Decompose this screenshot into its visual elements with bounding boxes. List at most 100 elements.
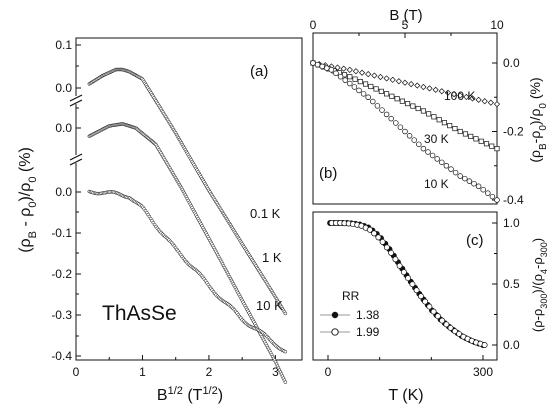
- data-point-b-10k: [310, 60, 316, 66]
- data-point-b-30k: [352, 76, 358, 82]
- data-point-b-100k: [469, 95, 476, 102]
- data-point-b-30k: [347, 74, 353, 80]
- data-point-b-10k: [448, 166, 454, 172]
- data-point-b-30k: [405, 101, 411, 107]
- data-point-c-rr-1-99: [388, 249, 395, 256]
- data-point-b-10k: [402, 128, 408, 135]
- data-point-c-rr-1-99: [392, 256, 399, 263]
- x-tick-label: 1: [139, 365, 146, 379]
- panel-a-series: [87, 67, 288, 384]
- data-point-b-100k: [389, 76, 396, 83]
- data-point-b-100k: [414, 82, 421, 89]
- data-point-c-rr-1-99: [434, 313, 441, 320]
- y-tick-label: -0.4: [51, 349, 72, 363]
- data-point-b-30k: [494, 146, 500, 152]
- data-point-b-30k: [431, 114, 437, 120]
- data-point-a-1k: [283, 380, 288, 384]
- data-point-b-10k: [397, 124, 404, 130]
- panel-a-y-ticks: 0.1 0.0 0.0 0.0 -0.1 -0.2 -0.3 -0.4: [51, 38, 81, 363]
- data-point-b-10k: [360, 91, 367, 97]
- panel-c-x-axis-label: T (K): [388, 387, 423, 404]
- data-point-b-10k: [328, 67, 335, 73]
- data-point-b-100k: [420, 83, 427, 91]
- data-point-b-10k: [383, 111, 390, 118]
- data-point-b-10k: [365, 94, 371, 100]
- panel-a-x-ticks: 0 1 2 3: [73, 355, 279, 379]
- data-point-b-10k: [480, 186, 486, 193]
- series-label-100k: 100 K: [444, 89, 475, 103]
- data-point-b-30k: [394, 96, 400, 102]
- data-point-b-10k: [485, 190, 491, 196]
- panel-c-frame: [312, 211, 498, 361]
- c-x-tick-label: 0: [325, 365, 332, 379]
- data-point-b-100k: [444, 89, 452, 96]
- data-point-b-100k: [426, 85, 433, 92]
- data-point-b-100k: [450, 91, 458, 98]
- data-point-b-10k: [347, 80, 353, 87]
- data-point-b-10k: [434, 156, 440, 162]
- b-y-tick-label: -0.2: [503, 125, 524, 139]
- data-point-c-rr-1-99: [379, 238, 386, 245]
- legend-label-2: 1.99: [356, 325, 380, 339]
- data-point-b-30k: [441, 120, 447, 126]
- data-point-b-10k: [429, 152, 436, 159]
- data-point-c-rr-1-99: [481, 342, 488, 348]
- data-point-b-100k: [475, 96, 482, 103]
- data-point-b-10k: [393, 120, 399, 126]
- c-y-tick-label: 1.0: [503, 216, 520, 230]
- data-point-a-0.1k: [283, 311, 288, 316]
- data-point-c-rr-1-99: [409, 281, 416, 288]
- c-y-tick-label: 0.5: [503, 277, 520, 291]
- b-x-tick-label: 5: [402, 18, 409, 32]
- legend-marker-filled: [331, 311, 339, 319]
- data-point-b-30k: [378, 88, 384, 94]
- x-tick-label: 0: [73, 365, 80, 379]
- data-point-b-100k: [365, 71, 372, 78]
- legend-label-1: 1.38: [356, 308, 380, 322]
- data-point-b-30k: [436, 117, 442, 123]
- data-point-b-10k: [489, 193, 496, 200]
- data-point-b-100k: [377, 73, 384, 81]
- data-point-b-30k: [373, 86, 379, 92]
- data-point-c-rr-1-99: [451, 328, 458, 335]
- data-point-b-10k: [342, 77, 348, 83]
- data-point-b-30k: [452, 126, 458, 132]
- series-label-30k: 30 K: [424, 132, 449, 146]
- data-point-c-rr-1-99: [430, 308, 437, 315]
- data-point-b-30k: [363, 81, 369, 87]
- data-point-b-10k: [475, 183, 482, 190]
- data-point-c-rr-1-99: [396, 262, 403, 269]
- panel-c-ticks: 0 300 0.0 0.5 1.0: [325, 216, 520, 379]
- data-point-c-rr-1-99: [422, 298, 429, 305]
- data-point-b-10k: [471, 180, 477, 187]
- y-tick-label: -0.1: [51, 226, 72, 240]
- axis-break-lower: [69, 153, 83, 166]
- data-point-b-10k: [406, 133, 413, 139]
- data-point-b-30k: [384, 91, 390, 97]
- data-point-b-10k: [370, 98, 376, 105]
- x-tick-label: 3: [272, 365, 279, 379]
- data-point-b-100k: [463, 93, 470, 101]
- panel-b-series: [309, 59, 501, 203]
- data-point-b-100k: [438, 88, 445, 95]
- data-point-b-100k: [395, 78, 402, 85]
- legend-marker-open: [331, 328, 339, 336]
- y-tick-label: 0.0: [55, 81, 72, 95]
- data-point-b-100k: [352, 68, 360, 75]
- panel-a-frame: [75, 37, 303, 361]
- data-point-b-10k: [374, 103, 381, 109]
- data-point-b-30k: [426, 111, 432, 117]
- panel-c-label: (c): [466, 232, 484, 249]
- panel-a-y-axis-label: (ρB - ρ0)/ρ0 (%): [17, 147, 39, 253]
- data-point-b-30k: [447, 123, 453, 129]
- data-point-b-10k: [314, 61, 321, 68]
- panel-b-label: (b): [319, 165, 337, 182]
- panel-c-y-axis-label: (ρ-ρ300)/(ρ4-ρ300): [530, 238, 549, 332]
- data-point-b-10k: [388, 115, 394, 122]
- b-x-tick-label: 0: [310, 18, 317, 32]
- axis-break-upper: [69, 94, 83, 107]
- data-point-c-rr-1-99: [426, 303, 433, 310]
- data-point-b-30k: [462, 131, 469, 137]
- data-point-b-10k: [333, 70, 339, 77]
